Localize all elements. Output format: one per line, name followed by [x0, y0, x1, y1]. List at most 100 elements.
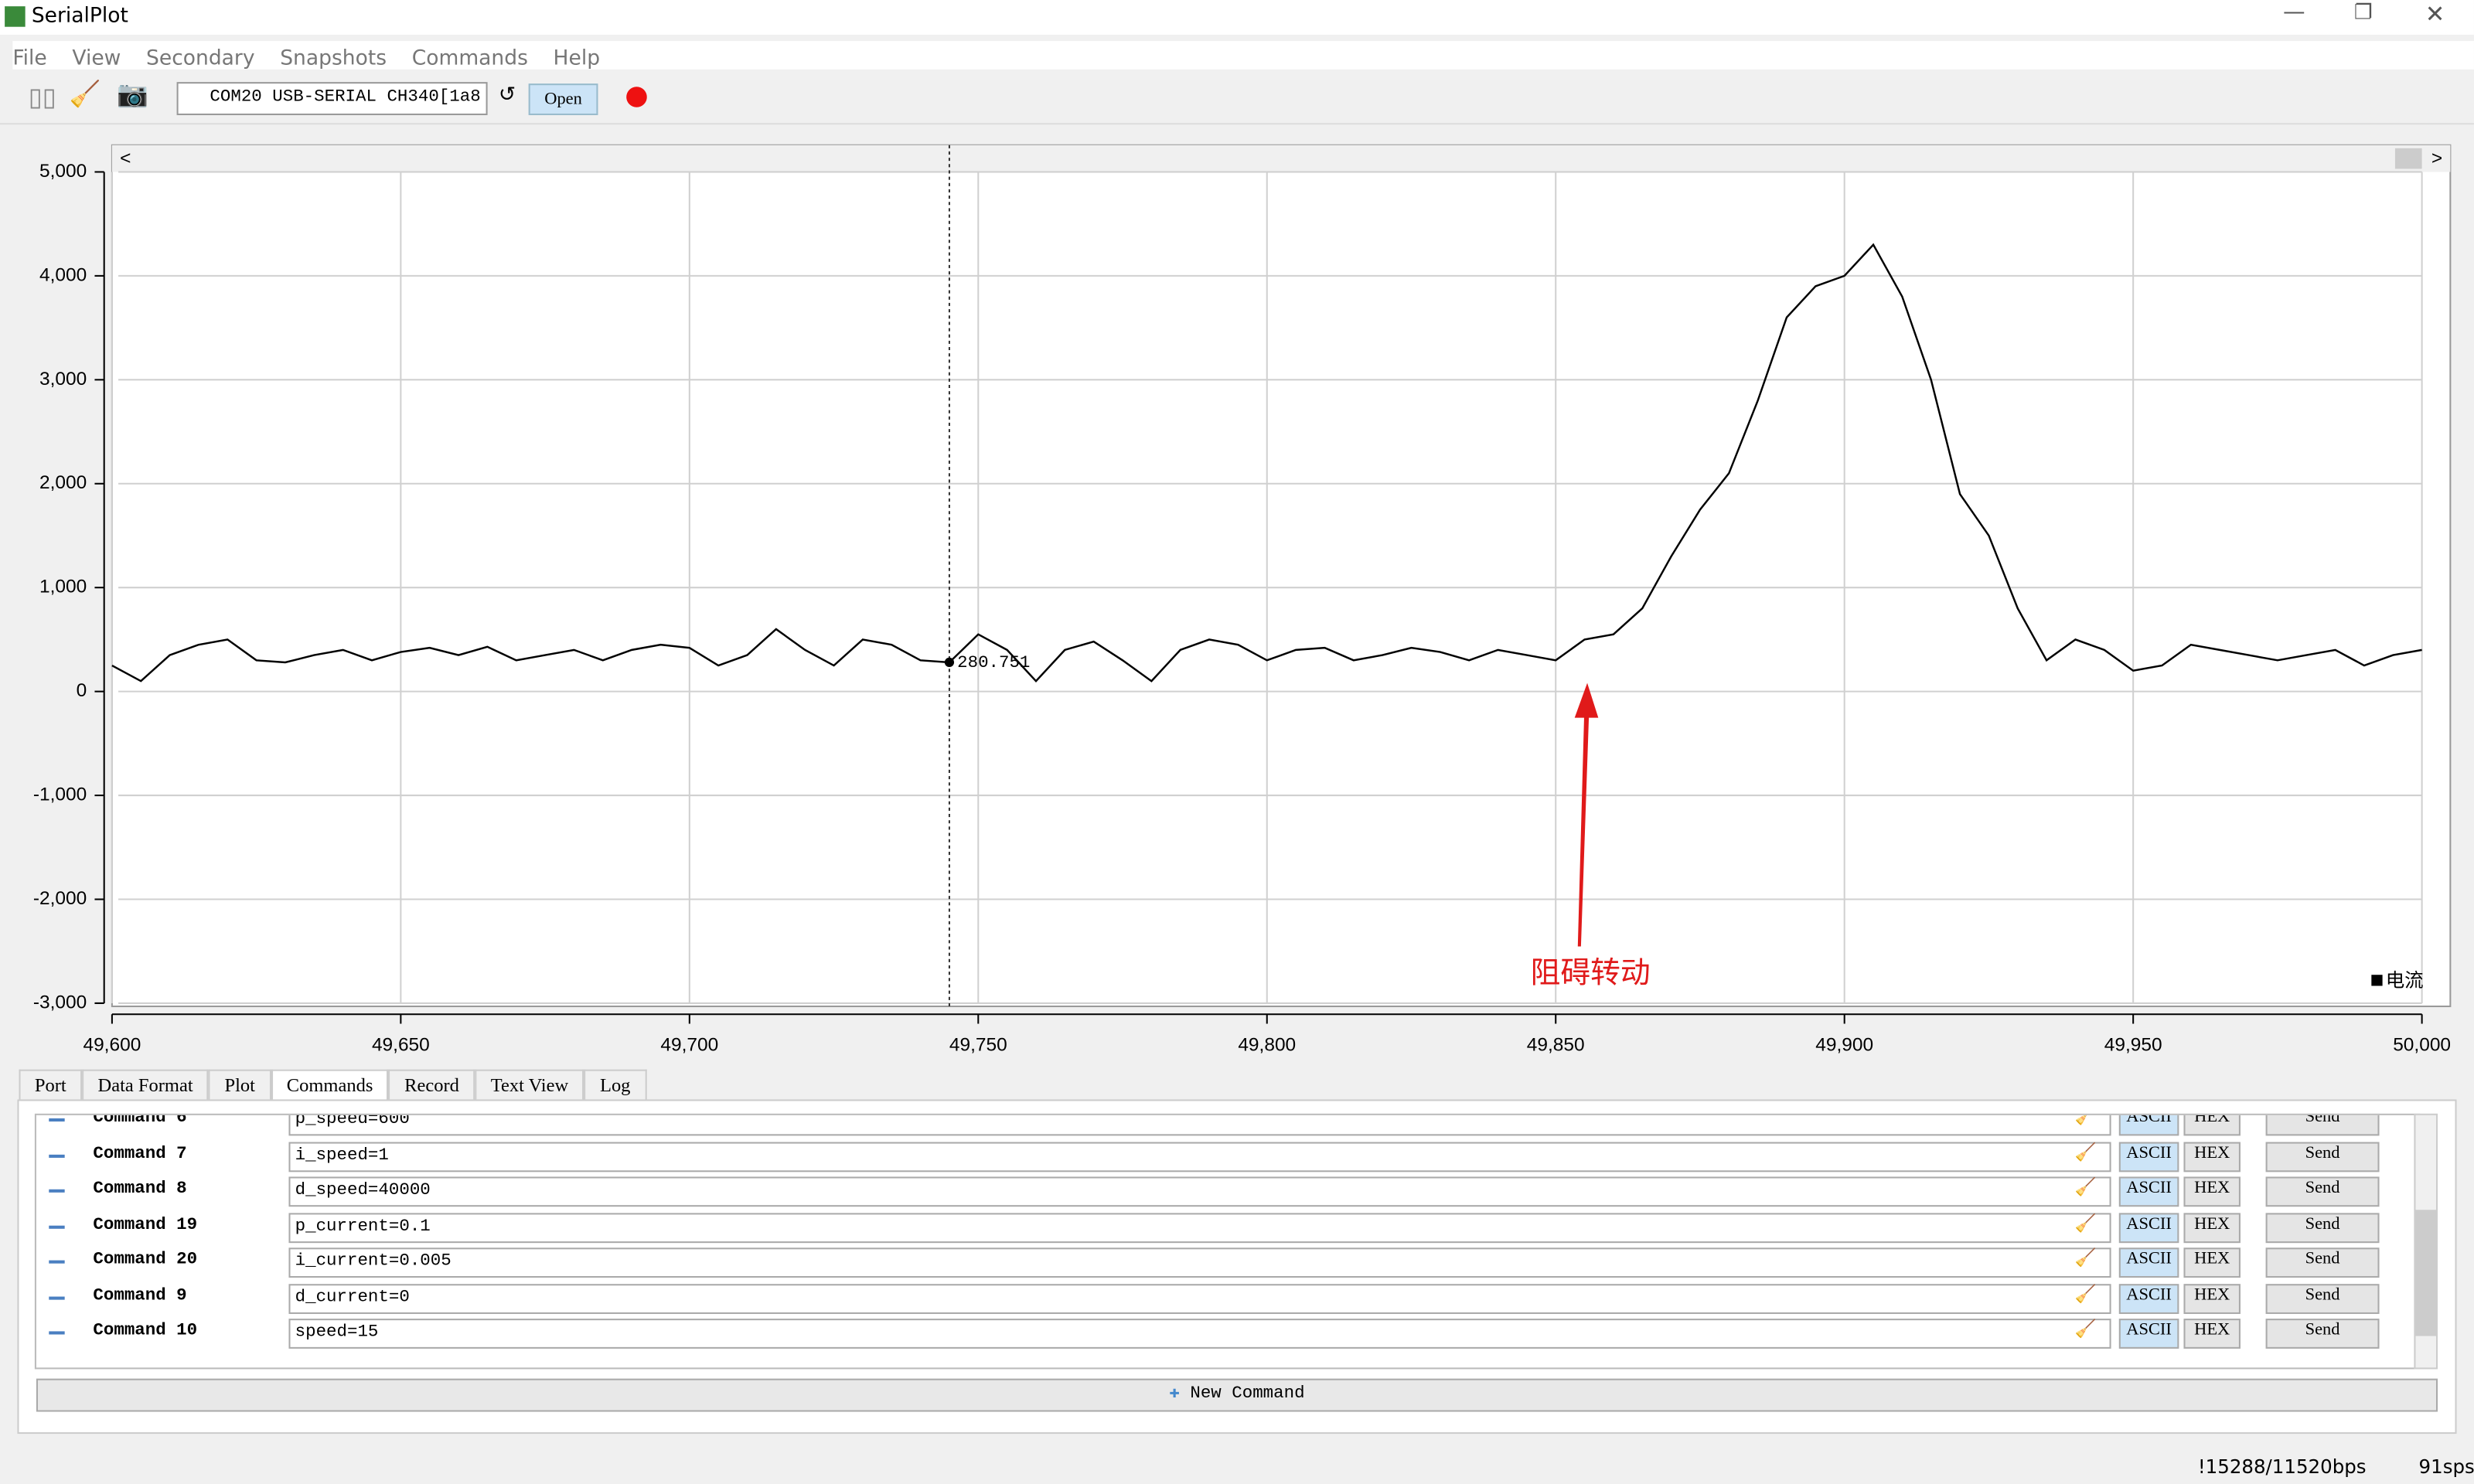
command-row: Command 7 i_speed=1 🧹 ASCII HEX Send [36, 1139, 2419, 1172]
clear-icon[interactable]: 🧹 [2074, 1251, 2097, 1270]
remove-button[interactable] [49, 1224, 65, 1228]
minimize[interactable]: — [2283, 0, 2305, 26]
tab[interactable]: Data Format [82, 1069, 210, 1101]
scroll-right[interactable]: > [2431, 148, 2442, 169]
menu-item[interactable]: View [72, 47, 121, 71]
clear-icon[interactable]: 🧹 [2074, 1286, 2097, 1305]
menu-item[interactable]: Secondary [146, 47, 255, 71]
menu-item[interactable]: Snapshots [280, 47, 387, 71]
annotation: 阻碍转动 [1531, 956, 1651, 991]
clear-icon[interactable]: 🧹 [2074, 1113, 2097, 1128]
x-tick-label: 49,900 [1815, 1035, 1873, 1056]
remove-button[interactable] [49, 1189, 65, 1193]
mode-button[interactable]: ASCII [2118, 1212, 2179, 1243]
mode-button[interactable]: HEX [2183, 1141, 2241, 1172]
command-input[interactable]: d_current=0 [288, 1283, 2111, 1313]
menu-item[interactable]: File [12, 47, 47, 71]
legend-label: 电流 [2386, 968, 2424, 991]
clear-icon[interactable]: 🧹 [2074, 1322, 2097, 1341]
command-input[interactable]: i_current=0.005 [288, 1247, 2111, 1278]
clear-icon[interactable]: 🧹 [2074, 1144, 2097, 1164]
mode-button[interactable]: ASCII [2118, 1283, 2179, 1313]
plot-frame [111, 144, 2452, 1008]
command-input[interactable]: i_speed=1 [288, 1141, 2111, 1172]
remove-button[interactable] [49, 1118, 65, 1122]
mode-button[interactable]: ASCII [2118, 1176, 2179, 1207]
mode-button[interactable]: HEX [2183, 1212, 2241, 1243]
line-series [111, 243, 2422, 682]
tab[interactable]: Commands [271, 1069, 389, 1101]
port-label: COM20 USB-SERIAL CH340[1a8 [210, 88, 481, 107]
tab[interactable]: Log [584, 1069, 646, 1101]
command-text: i_current=0.005 [295, 1252, 452, 1271]
command-input[interactable]: speed=15 [288, 1319, 2111, 1349]
command-text: speed=15 [295, 1323, 379, 1343]
scroll-left[interactable]: < [120, 148, 131, 169]
x-tick-label: 49,700 [660, 1035, 718, 1056]
command-row: Command 20 i_current=0.005 🧹 ASCII HEX Send [36, 1246, 2419, 1278]
cursor-point [944, 657, 955, 668]
close[interactable]: ✕ [2425, 0, 2445, 29]
clear-icon[interactable]: 🧹 [2074, 1179, 2097, 1200]
menu-bar: File View Secondary Snapshots Commands Help [12, 41, 2474, 71]
command-input[interactable]: p_speed=600 [288, 1115, 2111, 1136]
port-select[interactable]: COM20 USB-SERIAL CH340[1a8 [176, 82, 488, 115]
mode-button[interactable]: HEX [2183, 1115, 2241, 1136]
tab[interactable]: Text View [475, 1069, 584, 1101]
new-command-label: New Command [1190, 1384, 1305, 1404]
new-command-button[interactable]: ✚ New Command [36, 1378, 2438, 1412]
mode-button[interactable]: Send [2265, 1141, 2380, 1172]
remove-button[interactable] [49, 1153, 65, 1157]
mode-button[interactable]: ASCII [2118, 1319, 2179, 1349]
menu-item[interactable]: Help [553, 47, 601, 71]
command-name: Command 8 [93, 1179, 187, 1200]
mode-button[interactable]: ASCII [2118, 1247, 2179, 1278]
clear-button[interactable]: 🧹 [69, 79, 101, 109]
command-name: Command 6 [93, 1113, 187, 1128]
mode-button[interactable]: HEX [2183, 1283, 2241, 1313]
annotation-arrow [1574, 682, 1599, 947]
scroll-bar[interactable] [111, 145, 2451, 172]
open-button[interactable]: Open [528, 83, 598, 115]
command-input[interactable]: d_speed=40000 [288, 1176, 2111, 1207]
command-name: Command 19 [93, 1215, 198, 1234]
mode-button[interactable]: Send [2265, 1247, 2380, 1278]
tab[interactable]: Record [388, 1069, 475, 1101]
mode-button[interactable]: HEX [2183, 1319, 2241, 1349]
mode-button[interactable]: Send [2265, 1212, 2380, 1243]
command-row: Command 10 speed=15 🧹 ASCII HEX Send [36, 1317, 2419, 1349]
scroll-thumb[interactable] [2394, 148, 2422, 169]
mode-button[interactable]: ASCII [2118, 1141, 2179, 1172]
clear-icon[interactable]: 🧹 [2074, 1215, 2097, 1234]
mode-button[interactable]: HEX [2183, 1247, 2241, 1278]
mode-button[interactable]: HEX [2183, 1176, 2241, 1207]
command-row: Command 6 p_speed=600 🧹 ASCII HEX Send [36, 1113, 2419, 1136]
mode-button[interactable]: Send [2265, 1176, 2380, 1207]
mode-button[interactable]: Send [2265, 1319, 2380, 1349]
commands-panel: Command 6 p_speed=600 🧹 ASCII HEX Send Command… [17, 1099, 2457, 1435]
menu-item[interactable]: Commands [411, 47, 528, 71]
app-icon [5, 6, 26, 27]
mode-button[interactable]: ASCII [2118, 1115, 2179, 1136]
record-button[interactable] [626, 87, 647, 107]
remove-button[interactable] [49, 1331, 65, 1335]
command-name: Command 10 [93, 1322, 198, 1341]
mode-button[interactable]: Send [2265, 1115, 2380, 1136]
snapshot-button[interactable]: 📷 [117, 79, 148, 109]
command-name: Command 20 [93, 1251, 198, 1270]
tab[interactable]: Plot [209, 1069, 271, 1101]
tab[interactable]: Port [19, 1069, 83, 1101]
command-name: Command 7 [93, 1144, 187, 1164]
x-tick-label: 49,950 [2104, 1035, 2162, 1056]
legend-swatch [2371, 975, 2383, 986]
command-input[interactable]: p_current=0.1 [288, 1212, 2111, 1243]
remove-button[interactable] [49, 1260, 65, 1264]
restore[interactable]: ❐ [2353, 2, 2373, 26]
remove-button[interactable] [49, 1295, 65, 1299]
command-text: d_current=0 [295, 1288, 410, 1307]
tab-bar: Port Data Format Plot Commands Record Text Vi… [19, 1068, 2455, 1101]
list-scrollbar[interactable] [2414, 1113, 2438, 1370]
mode-button[interactable]: Send [2265, 1283, 2380, 1313]
refresh-button[interactable]: ↺ [498, 83, 516, 107]
pause-button[interactable]: ▯▯ [28, 82, 56, 112]
